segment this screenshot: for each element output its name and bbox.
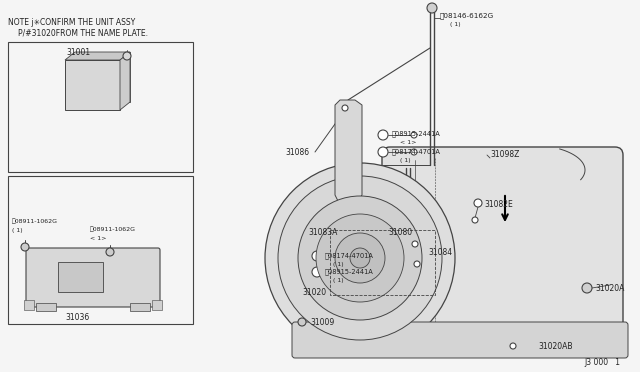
Text: 31020: 31020: [302, 288, 326, 297]
Text: ( 1): ( 1): [400, 158, 411, 163]
Text: 31009: 31009: [310, 318, 334, 327]
Circle shape: [298, 318, 306, 326]
Polygon shape: [335, 100, 362, 205]
Text: Ⓒ08174-4701A: Ⓒ08174-4701A: [392, 148, 441, 155]
Circle shape: [342, 105, 348, 111]
Text: Ⓚ08915-2441A: Ⓚ08915-2441A: [325, 268, 374, 275]
Text: ⓝ08911-1062G: ⓝ08911-1062G: [12, 218, 58, 224]
Text: ( 1): ( 1): [333, 278, 344, 283]
Circle shape: [582, 283, 592, 293]
Circle shape: [106, 248, 114, 256]
Circle shape: [21, 243, 29, 251]
Text: < 1>: < 1>: [90, 236, 106, 241]
Bar: [58, 262, 103, 292]
Text: NOTE j✳CONFIRM THE UNIT ASSY: NOTE j✳CONFIRM THE UNIT ASSY: [8, 18, 135, 27]
Bar: [36, 303, 56, 311]
Polygon shape: [65, 52, 130, 60]
Bar: [8, 176, 193, 324]
Circle shape: [472, 217, 478, 223]
Circle shape: [411, 132, 417, 138]
Text: 31084: 31084: [428, 248, 452, 257]
Circle shape: [510, 343, 516, 349]
Bar: [130, 303, 150, 311]
Text: ( 1): ( 1): [450, 22, 461, 27]
Circle shape: [474, 199, 482, 207]
Circle shape: [378, 147, 388, 157]
Circle shape: [414, 261, 420, 267]
Circle shape: [278, 176, 442, 340]
FancyBboxPatch shape: [382, 147, 623, 348]
Text: J3 000   1: J3 000 1: [584, 358, 620, 367]
FancyBboxPatch shape: [292, 322, 628, 358]
Text: 31001: 31001: [66, 48, 90, 57]
Text: Ⓒ08146-6162G: Ⓒ08146-6162G: [440, 12, 494, 19]
Text: 31098Z: 31098Z: [490, 150, 520, 159]
Text: Ⓒ08174-4701A: Ⓒ08174-4701A: [325, 252, 374, 259]
Circle shape: [411, 149, 417, 155]
Text: 31036: 31036: [66, 313, 90, 322]
Text: 31020A: 31020A: [595, 284, 625, 293]
Circle shape: [316, 214, 404, 302]
Text: Ⓚ08915-2441A: Ⓚ08915-2441A: [392, 130, 441, 137]
Text: 31020AB: 31020AB: [538, 342, 573, 351]
Circle shape: [344, 252, 350, 258]
Circle shape: [378, 130, 388, 140]
FancyBboxPatch shape: [26, 248, 160, 307]
Circle shape: [123, 52, 131, 60]
Text: 31080: 31080: [388, 228, 412, 237]
Bar: [8, 42, 193, 172]
Bar: [24, 300, 34, 310]
Circle shape: [312, 267, 322, 277]
Bar: [75, 52, 130, 102]
Text: 31086: 31086: [285, 148, 309, 157]
Circle shape: [335, 233, 385, 283]
Text: ⓝ08911-1062G: ⓝ08911-1062G: [90, 226, 136, 232]
Text: ( 1): ( 1): [12, 228, 22, 233]
Text: ( 1): ( 1): [333, 262, 344, 267]
Circle shape: [265, 163, 455, 353]
Bar: [330, 230, 435, 295]
Circle shape: [298, 196, 422, 320]
Bar: [152, 300, 162, 310]
Text: 31082E: 31082E: [484, 200, 513, 209]
Text: 31083A: 31083A: [308, 228, 337, 237]
Circle shape: [427, 3, 437, 13]
Polygon shape: [120, 52, 130, 110]
Circle shape: [344, 269, 350, 275]
Text: P/#31020FROM THE NAME PLATE.: P/#31020FROM THE NAME PLATE.: [18, 28, 148, 37]
Circle shape: [350, 248, 370, 268]
Circle shape: [412, 241, 418, 247]
Bar: [65, 60, 120, 110]
Text: < 1>: < 1>: [400, 140, 417, 145]
Circle shape: [312, 251, 322, 261]
